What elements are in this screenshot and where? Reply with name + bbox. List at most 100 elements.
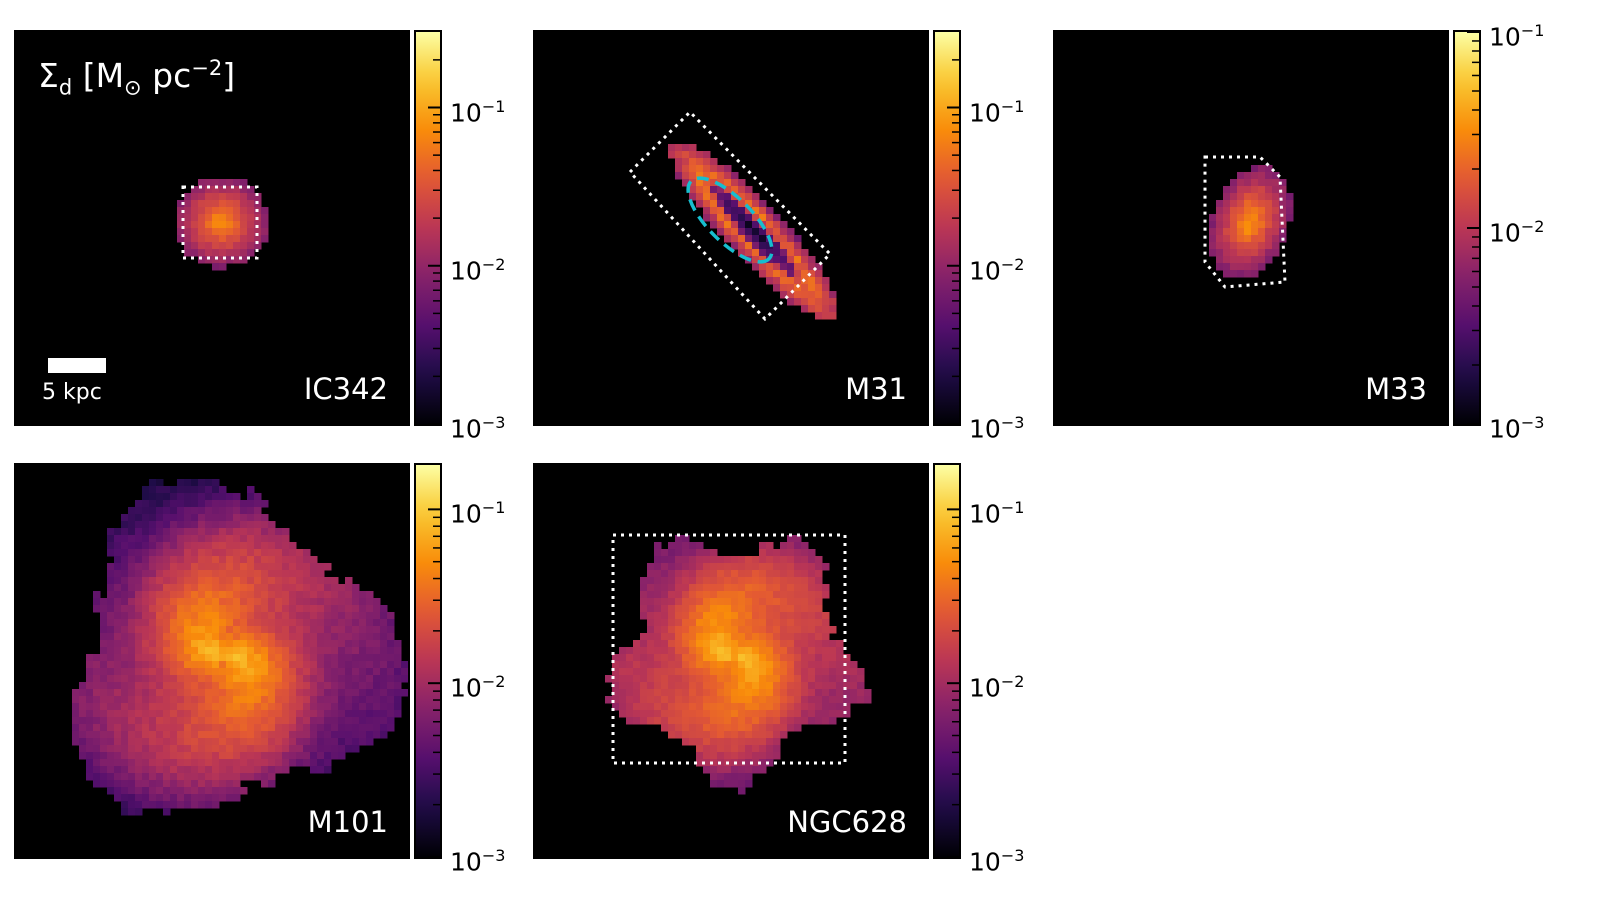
map-pixel [198,598,206,606]
map-pixel [142,549,150,557]
map-pixel [212,745,220,753]
map-pixel [121,633,129,641]
map-pixel [205,724,213,732]
map-pixel [647,682,655,690]
map-pixel [135,598,143,606]
map-pixel [212,633,220,641]
map-pixel [163,598,171,606]
map-pixel [121,577,129,585]
map-pixel [310,584,318,592]
map-pixel [282,703,290,711]
map-pixel [380,640,388,648]
map-pixel [198,549,206,557]
map-pixel [1251,270,1259,278]
map-pixel [191,752,199,760]
map-pixel [338,752,346,760]
map-pixel [219,542,227,550]
map-pixel [177,717,185,725]
map-pixel [373,675,381,683]
map-pixel [647,584,655,592]
map-pixel [703,745,711,753]
map-pixel [240,605,248,613]
map-pixel [93,598,101,606]
map-pixel [205,528,213,536]
map-pixel [191,794,199,802]
map-pixel [226,563,234,571]
map-pixel [773,270,781,278]
map-pixel [282,633,290,641]
map-pixel [829,682,837,690]
map-pixel [703,612,711,620]
map-pixel [149,598,157,606]
map-pixel [689,172,697,180]
map-pixel [787,612,795,620]
map-pixel [226,500,234,508]
map-pixel [282,619,290,627]
map-pixel [682,158,690,166]
map-pixel [689,682,697,690]
map-pixel [212,535,220,543]
map-pixel [289,675,297,683]
map-pixel [675,144,683,152]
map-pixel [668,717,676,725]
map-pixel [205,780,213,788]
map-pixel [121,640,129,648]
map-pixel [289,738,297,746]
map-pixel [268,640,276,648]
map-pixel [794,598,802,606]
map-pixel [254,640,262,648]
map-pixel [303,710,311,718]
map-pixel [759,270,767,278]
map-pixel [836,703,844,711]
map-pixel [233,542,241,550]
map-pixel [93,766,101,774]
map-pixel [107,703,115,711]
map-pixel [717,612,725,620]
map-pixel [815,584,823,592]
map-pixel [668,647,676,655]
map-pixel [696,200,704,208]
map-pixel [366,689,374,697]
map-pixel [759,200,767,208]
map-pixel [247,249,255,257]
map-pixel [212,486,220,494]
map-pixel [717,647,725,655]
map-pixel [149,717,157,725]
map-pixel [745,710,753,718]
map-pixel [205,605,213,613]
map-pixel [331,591,339,599]
map-pixel [759,242,767,250]
map-pixel [1230,270,1238,278]
map-pixel [675,724,683,732]
map-pixel [107,661,115,669]
map-pixel [366,591,374,599]
map-pixel [710,549,718,557]
map-pixel [696,193,704,201]
colorbar-tick-label: 10−2 [1489,217,1545,248]
map-pixel [731,228,739,236]
map-pixel [752,214,760,222]
map-pixel [240,738,248,746]
map-pixel [359,640,367,648]
map-pixel [247,242,255,250]
map-pixel [338,668,346,676]
map-pixel [191,724,199,732]
map-pixel [640,675,648,683]
map-pixel [163,556,171,564]
map-pixel [738,682,746,690]
map-pixel [226,507,234,515]
map-pixel [1265,165,1273,173]
map-pixel [261,696,269,704]
map-pixel [731,563,739,571]
map-pixel [128,787,136,795]
map-pixel [759,640,767,648]
map-pixel [815,598,823,606]
map-pixel [282,584,290,592]
map-pixel [731,640,739,648]
map-pixel [254,598,262,606]
map-pixel [107,759,115,767]
map-pixel [177,801,185,809]
map-pixel [142,486,150,494]
map-pixel [310,752,318,760]
map-pixel [668,703,676,711]
